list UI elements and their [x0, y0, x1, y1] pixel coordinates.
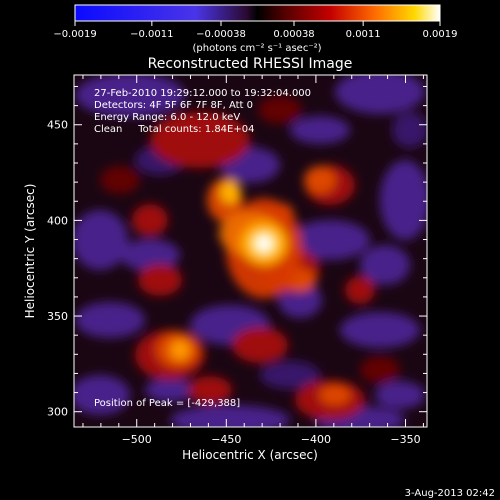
negative-lobe [75, 75, 185, 117]
axis-ticks [74, 75, 427, 427]
negative-lobe [145, 378, 195, 402]
negative-lobe [74, 375, 130, 415]
positive-lobe [100, 166, 140, 194]
axis-tick-labels: −500 −450 −400 −350 300 350 400 450 [47, 119, 421, 446]
bright-lobe [304, 166, 336, 194]
negative-lobe [260, 361, 320, 389]
negative-lobe [360, 245, 410, 285]
chart-title: Reconstructed RHESSI Image [148, 56, 353, 72]
positive-lobe [150, 112, 250, 168]
y-tick-label: 450 [47, 119, 68, 132]
negative-lobe [335, 75, 425, 114]
y-tick-label: 400 [47, 214, 68, 227]
negative-lobe [392, 112, 427, 148]
y-tick-label: 300 [47, 406, 68, 419]
bright-lobe [319, 385, 351, 405]
annotation-time: 27-Feb-2010 19:29:12.000 to 19:32:04.000 [94, 88, 311, 99]
positive-lobe [132, 204, 168, 236]
annotation-detectors: Detectors: 4F 5F 6F 7F 8F, Att 0 [94, 100, 253, 111]
negative-lobe [340, 312, 420, 348]
annotation-block: 27-Feb-2010 19:29:12.000 to 19:32:04.000… [94, 88, 311, 135]
positive-lobe [188, 376, 232, 404]
positive-lobe [258, 96, 302, 124]
colorbar-tick-label: −0.00038 [196, 29, 246, 40]
plot-frame [73, 74, 428, 428]
colorbar [74, 4, 441, 22]
positive-lobe [360, 356, 400, 384]
x-axis-label: Heliocentric X (arcsec) [182, 448, 318, 462]
negative-lobe [75, 302, 145, 338]
positive-lobe [138, 264, 182, 296]
positive-lobe [232, 327, 288, 363]
colorbar-tick-label: −0.0019 [53, 29, 96, 40]
negative-lobe [290, 220, 370, 260]
negative-lobe [120, 239, 180, 271]
colorbar-unit-label: (photons cm⁻² s⁻¹ asec⁻²) [192, 43, 321, 54]
x-tick-label: −500 [122, 433, 152, 446]
x-tick-label: −350 [390, 433, 420, 446]
colorbar-ticks: −0.0019 −0.0011 −0.00038 0.00038 0.0011 0.001… [53, 21, 458, 40]
x-tick-label: −450 [211, 433, 241, 446]
source-peak [255, 235, 272, 252]
negative-lobe [74, 210, 128, 270]
peak-position-label: Position of Peak = [-429,388] [94, 398, 240, 409]
colorbar-tick-label: 0.0019 [423, 29, 458, 40]
negative-lobe [170, 405, 290, 427]
negative-lobe [290, 116, 350, 144]
image-field [74, 75, 427, 427]
negative-lobe [375, 381, 425, 409]
colorbar-tick-label: −0.0011 [130, 29, 173, 40]
negative-lobe [380, 160, 427, 240]
annotation-counts: Clean Total counts: 1.84E+04 [94, 124, 254, 135]
positive-lobe [345, 276, 375, 304]
colorbar-tick-label: 0.00038 [273, 29, 314, 40]
x-tick-label: −400 [301, 433, 331, 446]
colorbar-tick-label: 0.0011 [346, 29, 381, 40]
y-tick-label: 350 [47, 310, 68, 323]
bright-lobe [220, 180, 240, 204]
annotation-energy: Energy Range: 6.0 - 12.0 keV [94, 112, 240, 123]
bright-lobe [170, 340, 190, 360]
footer-date: 3-Aug-2013 02:42 [405, 488, 495, 499]
y-axis-label: Heliocentric Y (arcsec) [23, 184, 37, 319]
